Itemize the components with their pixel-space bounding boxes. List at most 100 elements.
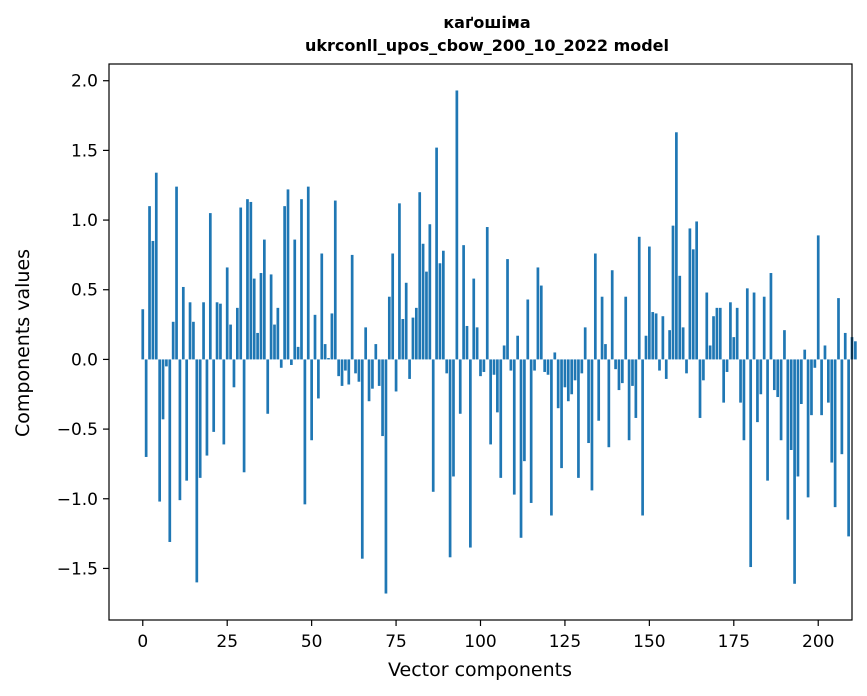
bar-22 — [215, 302, 219, 360]
bar-19 — [205, 359, 209, 456]
bar-122 — [553, 352, 557, 360]
bar-25 — [225, 267, 229, 360]
bar-7 — [165, 359, 168, 367]
bar-189 — [779, 359, 783, 441]
bar-157 — [671, 225, 675, 360]
bar-24 — [222, 359, 226, 445]
bar-86 — [431, 359, 435, 492]
bar-115 — [529, 359, 533, 503]
bar-30 — [242, 359, 246, 473]
bar-81 — [414, 307, 418, 360]
bar-203 — [827, 359, 830, 403]
bar-190 — [783, 330, 786, 360]
bar-43 — [286, 189, 290, 360]
bar-26 — [229, 324, 232, 360]
bar-75 — [394, 359, 398, 392]
bar-208 — [843, 332, 847, 360]
bar-60 — [344, 359, 347, 371]
bar-5 — [158, 359, 162, 502]
bar-99 — [475, 327, 479, 360]
bar-146 — [634, 359, 638, 418]
bar-151 — [651, 312, 655, 360]
bar-78 — [404, 282, 408, 360]
y-tick-label: 1.5 — [71, 141, 98, 161]
bar-20 — [208, 213, 212, 360]
bar-50 — [310, 359, 313, 441]
bar-156 — [668, 330, 671, 360]
bar-65 — [360, 359, 364, 559]
x-tick-label: 0 — [137, 632, 148, 652]
chart-title-line-1: каґошіма — [443, 13, 530, 32]
bar-173 — [725, 359, 729, 372]
bar-102 — [485, 227, 489, 360]
bar-206 — [837, 298, 840, 360]
bar-188 — [776, 359, 780, 398]
bar-130 — [580, 359, 584, 374]
bar-11 — [178, 359, 182, 501]
x-tick-label: 25 — [216, 632, 238, 652]
bar-1 — [144, 359, 148, 457]
bar-46 — [296, 346, 300, 360]
bar-79 — [408, 359, 411, 379]
bar-152 — [654, 313, 658, 360]
bar-165 — [698, 359, 702, 418]
bar-131 — [583, 327, 587, 360]
bar-37 — [266, 359, 270, 414]
bar-87 — [435, 147, 438, 360]
bar-12 — [181, 286, 185, 360]
bar-73 — [387, 296, 391, 360]
bar-118 — [539, 285, 543, 360]
bar-138 — [607, 359, 611, 448]
bar-70 — [377, 359, 381, 386]
bar-181 — [752, 292, 756, 360]
bar-209 — [847, 359, 850, 537]
bar-150 — [648, 246, 651, 360]
bar-36 — [263, 239, 266, 360]
y-tick-label: 1.0 — [71, 211, 98, 231]
bar-34 — [256, 332, 259, 360]
bar-183 — [759, 359, 763, 395]
bar-211 — [854, 341, 857, 360]
bar-117 — [536, 267, 540, 360]
bar-137 — [604, 344, 607, 360]
bar-126 — [566, 359, 570, 402]
bar-163 — [691, 249, 695, 360]
bar-61 — [347, 359, 351, 385]
bar-140 — [614, 359, 617, 370]
bar-124 — [560, 359, 563, 469]
bar-17 — [198, 359, 202, 478]
bar-155 — [664, 359, 668, 379]
bar-104 — [492, 359, 496, 375]
bar-103 — [489, 359, 492, 445]
bar-3 — [151, 240, 155, 360]
bar-0 — [141, 309, 145, 360]
bar-108 — [506, 259, 509, 360]
bar-136 — [600, 296, 604, 360]
bar-35 — [259, 273, 263, 360]
bar-154 — [661, 316, 665, 360]
bar-40 — [276, 307, 280, 360]
x-tick-label: 150 — [633, 632, 665, 652]
bar-74 — [391, 253, 395, 360]
bar-112 — [519, 359, 523, 538]
x-axis-ticks: 0 25 50 75 100 125 150 175 200 — [137, 620, 834, 652]
bar-38 — [269, 274, 273, 360]
bar-113 — [523, 359, 526, 462]
bar-39 — [273, 324, 276, 360]
bar-80 — [411, 317, 415, 360]
bar-41 — [279, 359, 283, 368]
y-tick-label: 0.0 — [71, 350, 98, 370]
bar-172 — [722, 359, 726, 403]
bar-101 — [482, 359, 486, 372]
x-axis-label: Vector components — [388, 659, 572, 681]
bar-166 — [702, 359, 705, 381]
bar-193 — [793, 359, 796, 584]
bar-51 — [313, 314, 317, 360]
y-tick-label: −0.5 — [57, 420, 98, 440]
bar-185 — [766, 359, 769, 481]
y-tick-label: 0.5 — [71, 281, 98, 301]
bar-158 — [675, 132, 678, 360]
bar-45 — [293, 239, 297, 360]
bar-178 — [742, 359, 746, 441]
